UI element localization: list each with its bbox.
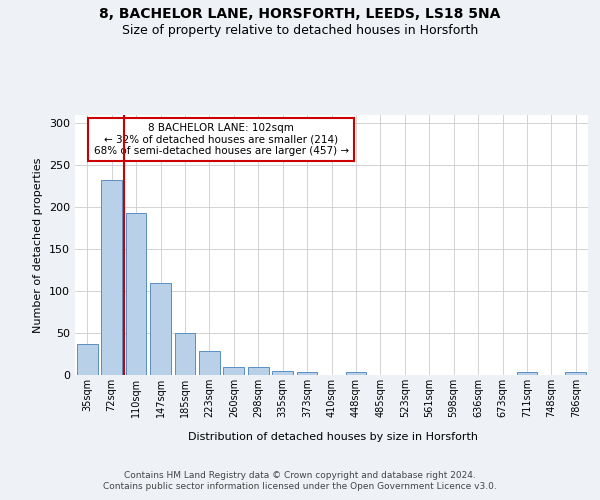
- Text: Distribution of detached houses by size in Horsforth: Distribution of detached houses by size …: [188, 432, 478, 442]
- Bar: [223, 366, 244, 375]
- Y-axis label: Number of detached properties: Number of detached properties: [34, 158, 43, 332]
- Bar: [175, 333, 196, 375]
- Bar: [272, 371, 293, 375]
- Text: 8, BACHELOR LANE, HORSFORTH, LEEDS, LS18 5NA: 8, BACHELOR LANE, HORSFORTH, LEEDS, LS18…: [100, 8, 500, 22]
- Text: Size of property relative to detached houses in Horsforth: Size of property relative to detached ho…: [122, 24, 478, 37]
- Bar: [517, 372, 538, 375]
- Bar: [296, 372, 317, 375]
- Bar: [248, 366, 269, 375]
- Bar: [150, 282, 171, 375]
- Text: 8 BACHELOR LANE: 102sqm
← 32% of detached houses are smaller (214)
68% of semi-d: 8 BACHELOR LANE: 102sqm ← 32% of detache…: [94, 123, 349, 156]
- Bar: [199, 350, 220, 375]
- Bar: [346, 372, 367, 375]
- Bar: [101, 180, 122, 375]
- Bar: [77, 344, 98, 375]
- Text: Contains public sector information licensed under the Open Government Licence v3: Contains public sector information licen…: [103, 482, 497, 491]
- Text: Contains HM Land Registry data © Crown copyright and database right 2024.: Contains HM Land Registry data © Crown c…: [124, 471, 476, 480]
- Bar: [125, 213, 146, 375]
- Bar: [565, 372, 586, 375]
